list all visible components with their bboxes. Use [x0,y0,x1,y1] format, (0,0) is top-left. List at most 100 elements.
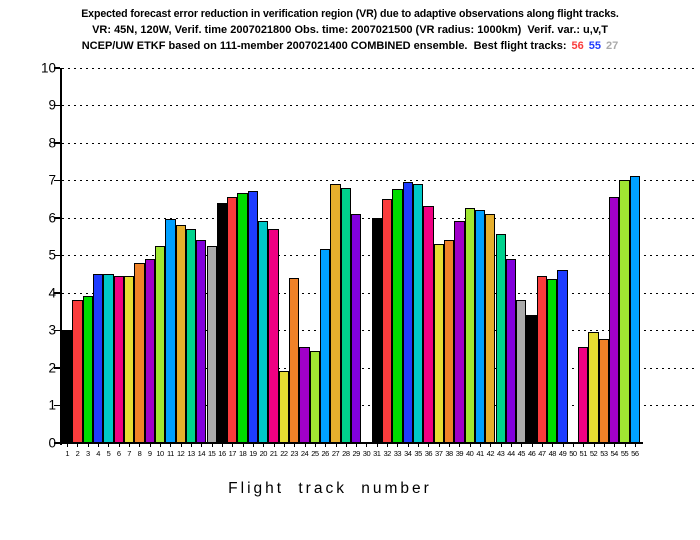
x-tick-label-2: 2 [75,448,80,458]
y-tick-1 [54,404,60,406]
x-tick-label-47: 47 [538,448,546,458]
x-tick-7 [129,444,131,447]
x-tick-label-46: 46 [527,448,536,458]
bar-track-53 [598,339,610,443]
x-tick-32 [387,444,389,447]
y-tick-label-6: 6 [48,210,56,225]
bar-track-42 [485,213,496,443]
x-tick-label-56: 56 [631,448,639,458]
x-tick-28 [345,444,347,447]
x-tick-label-14: 14 [197,448,206,458]
x-tick-35 [418,444,420,447]
x-tick-label-9: 9 [147,448,152,458]
x-tick-21 [273,444,275,447]
x-tick-label-6: 6 [116,448,121,458]
x-tick-48 [552,444,554,447]
x-axis-title: Flight track number [228,480,432,497]
bar-track-3 [82,296,93,443]
x-tick-47 [541,444,543,447]
x-tick-label-41: 41 [476,448,484,458]
bar-track-46 [526,315,537,443]
best-track-3: 27 [606,40,619,52]
x-tick-2 [77,444,79,447]
x-tick-10 [160,444,162,447]
gridline-y10 [62,67,695,69]
gridline-y8 [62,142,695,144]
bar-track-2 [72,300,83,443]
bar-track-54 [609,196,620,443]
gridline-y9 [62,105,695,106]
bar-track-25 [309,350,321,443]
x-tick-label-4: 4 [96,448,100,458]
x-tick-8 [139,444,141,447]
bar-track-19 [247,191,259,443]
x-tick-label-11: 11 [166,448,174,458]
bar-track-6 [113,275,124,443]
chart-title-line-3-text: NCEP/UW ETKF based on 111-member 2007021… [81,40,567,52]
bar-track-52 [588,331,599,443]
x-tick-6 [118,444,120,447]
y-tick-3 [54,329,60,331]
y-tick-10 [54,67,60,69]
bar-track-26 [320,249,331,443]
y-tick-label-3: 3 [48,322,56,338]
x-tick-37 [438,444,440,447]
x-tick-label-49: 49 [558,448,567,458]
x-tick-label-31: 31 [373,448,381,458]
y-tick-label-4: 4 [48,285,56,300]
x-tick-20 [263,444,265,447]
bar-track-33 [392,189,403,443]
x-tick-38 [449,444,451,447]
x-tick-43 [500,444,502,447]
x-tick-label-26: 26 [321,448,330,458]
bar-track-5 [103,273,114,443]
x-tick-label-40: 40 [466,448,474,458]
chart-title-line-2: VR: 45N, 120W, Verif. time 2007021800 Ob… [92,24,608,36]
x-tick-29 [356,444,358,447]
x-tick-1 [67,444,69,447]
x-tick-label-30: 30 [362,448,371,458]
x-tick-label-25: 25 [311,448,319,458]
x-tick-42 [490,444,492,447]
x-tick-label-12: 12 [177,448,185,458]
y-tick-6 [54,217,60,219]
x-tick-51 [583,444,585,447]
x-tick-44 [510,444,512,447]
bar-track-44 [505,258,517,443]
x-tick-4 [98,444,100,447]
x-tick-label-8: 8 [137,448,142,458]
x-tick-24 [304,444,306,447]
x-tick-label-48: 48 [548,448,557,458]
gridline-y7 [62,180,695,181]
bar-track-37 [433,243,444,443]
y-tick-label-7: 7 [48,172,56,188]
x-tick-label-23: 23 [290,448,299,458]
x-tick-label-5: 5 [106,448,111,458]
x-tick-label-20: 20 [259,448,268,458]
x-tick-31 [376,444,378,447]
x-tick-label-54: 54 [610,448,619,458]
x-tick-25 [314,444,316,447]
x-tick-label-18: 18 [238,448,247,458]
bar-track-48 [547,279,558,443]
x-tick-54 [614,444,616,447]
bar-track-38 [443,240,455,443]
x-tick-23 [294,444,296,447]
bar-track-24 [299,346,310,443]
bar-track-22 [278,371,290,443]
x-tick-16 [221,444,223,447]
x-tick-22 [283,444,285,447]
bar-track-8 [134,262,145,443]
x-tick-label-33: 33 [393,448,402,458]
y-tick-9 [54,104,60,106]
x-tick-46 [531,444,533,447]
x-tick-39 [459,444,461,447]
x-tick-label-15: 15 [207,448,216,458]
x-tick-3 [87,444,89,447]
x-tick-label-1: 1 [65,448,69,458]
x-tick-15 [211,444,213,447]
x-tick-label-22: 22 [280,448,288,458]
y-tick-0 [54,442,60,444]
bar-track-35 [412,183,424,443]
